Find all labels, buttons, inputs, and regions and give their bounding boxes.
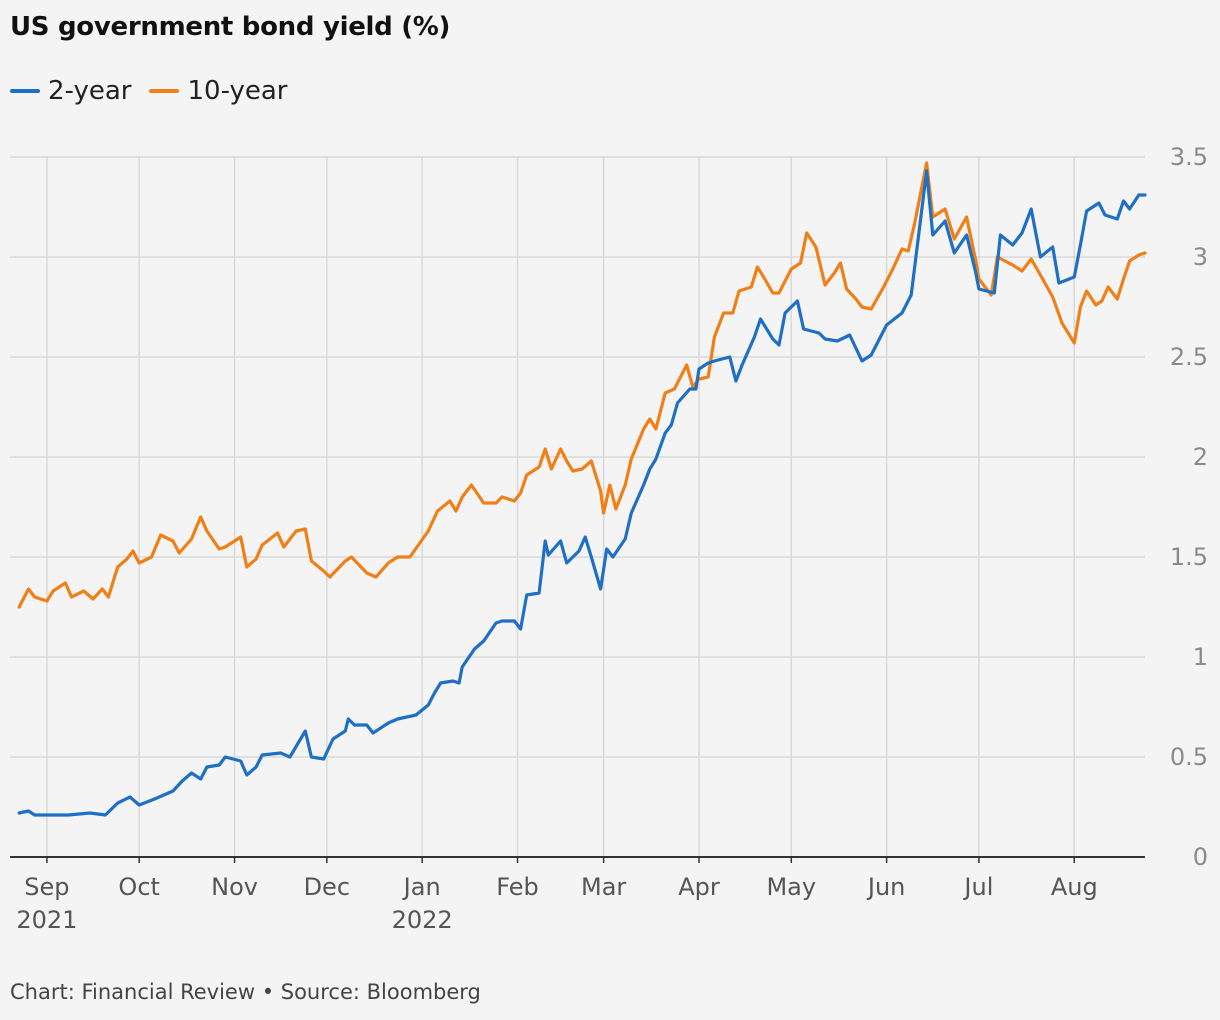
legend-item-10-year: 10-year <box>149 76 288 106</box>
legend-item-2-year: 2-year <box>10 76 131 106</box>
legend-swatch-10-year <box>149 89 180 93</box>
x-tick-label-jan: Jan <box>402 873 441 901</box>
legend-label-10-year: 10-year <box>187 76 288 106</box>
y-tick-label-1.5: 1.5 <box>1170 543 1208 571</box>
x-tick-label-oct: Oct <box>118 873 160 901</box>
x-tick-label-mar: Mar <box>581 873 626 901</box>
x-axis-ticks <box>46 857 1076 863</box>
x-tick-label-jul: Jul <box>962 873 993 901</box>
x-tick-year-2021: 2021 <box>16 906 77 934</box>
legend-swatch-2-year <box>10 89 40 93</box>
y-tick-label-0: 0 <box>1193 843 1208 871</box>
chart-plot: 0 0.5 1 1.5 2 2.5 3 3.5 Sep 2021 Oct Nov Dec Jan 2022… <box>10 143 1208 934</box>
x-tick-label-apr: Apr <box>678 873 720 901</box>
series-line-10-year <box>17 161 1147 609</box>
x-tick-label-jun: Jun <box>866 873 906 901</box>
chart-title: US government bond yield (%) <box>10 12 451 42</box>
x-tick-label-feb: Feb <box>496 873 539 901</box>
series-line-2-year <box>17 169 1147 817</box>
x-tick-label-nov: Nov <box>211 873 258 901</box>
x-tick-label-sep: Sep <box>24 873 69 901</box>
series-lines <box>17 161 1147 817</box>
x-axis-tick-labels: Sep 2021 Oct Nov Dec Jan 2022 Feb Mar Apr May Jun Ju… <box>16 873 1097 934</box>
x-tick-label-dec: Dec <box>304 873 350 901</box>
chart-legend: 2-year 10-year <box>10 76 288 106</box>
horizontal-gridlines <box>10 156 1145 758</box>
x-tick-year-2022: 2022 <box>392 906 453 934</box>
legend-label-2-year: 2-year <box>48 76 132 106</box>
y-tick-label-1: 1 <box>1193 643 1208 671</box>
vertical-gridlines <box>46 157 1076 857</box>
y-tick-label-3: 3 <box>1193 243 1208 271</box>
x-tick-label-aug: Aug <box>1051 873 1098 901</box>
y-tick-label-3.5: 3.5 <box>1170 143 1208 171</box>
y-tick-label-2: 2 <box>1193 443 1208 471</box>
y-tick-label-2.5: 2.5 <box>1170 343 1208 371</box>
y-tick-label-0.5: 0.5 <box>1170 743 1208 771</box>
y-axis-tick-labels: 0 0.5 1 1.5 2 2.5 3 3.5 <box>1170 143 1208 871</box>
chart-source-footer: Chart: Financial Review • Source: Bloomb… <box>10 980 481 1004</box>
x-tick-label-may: May <box>766 873 816 901</box>
